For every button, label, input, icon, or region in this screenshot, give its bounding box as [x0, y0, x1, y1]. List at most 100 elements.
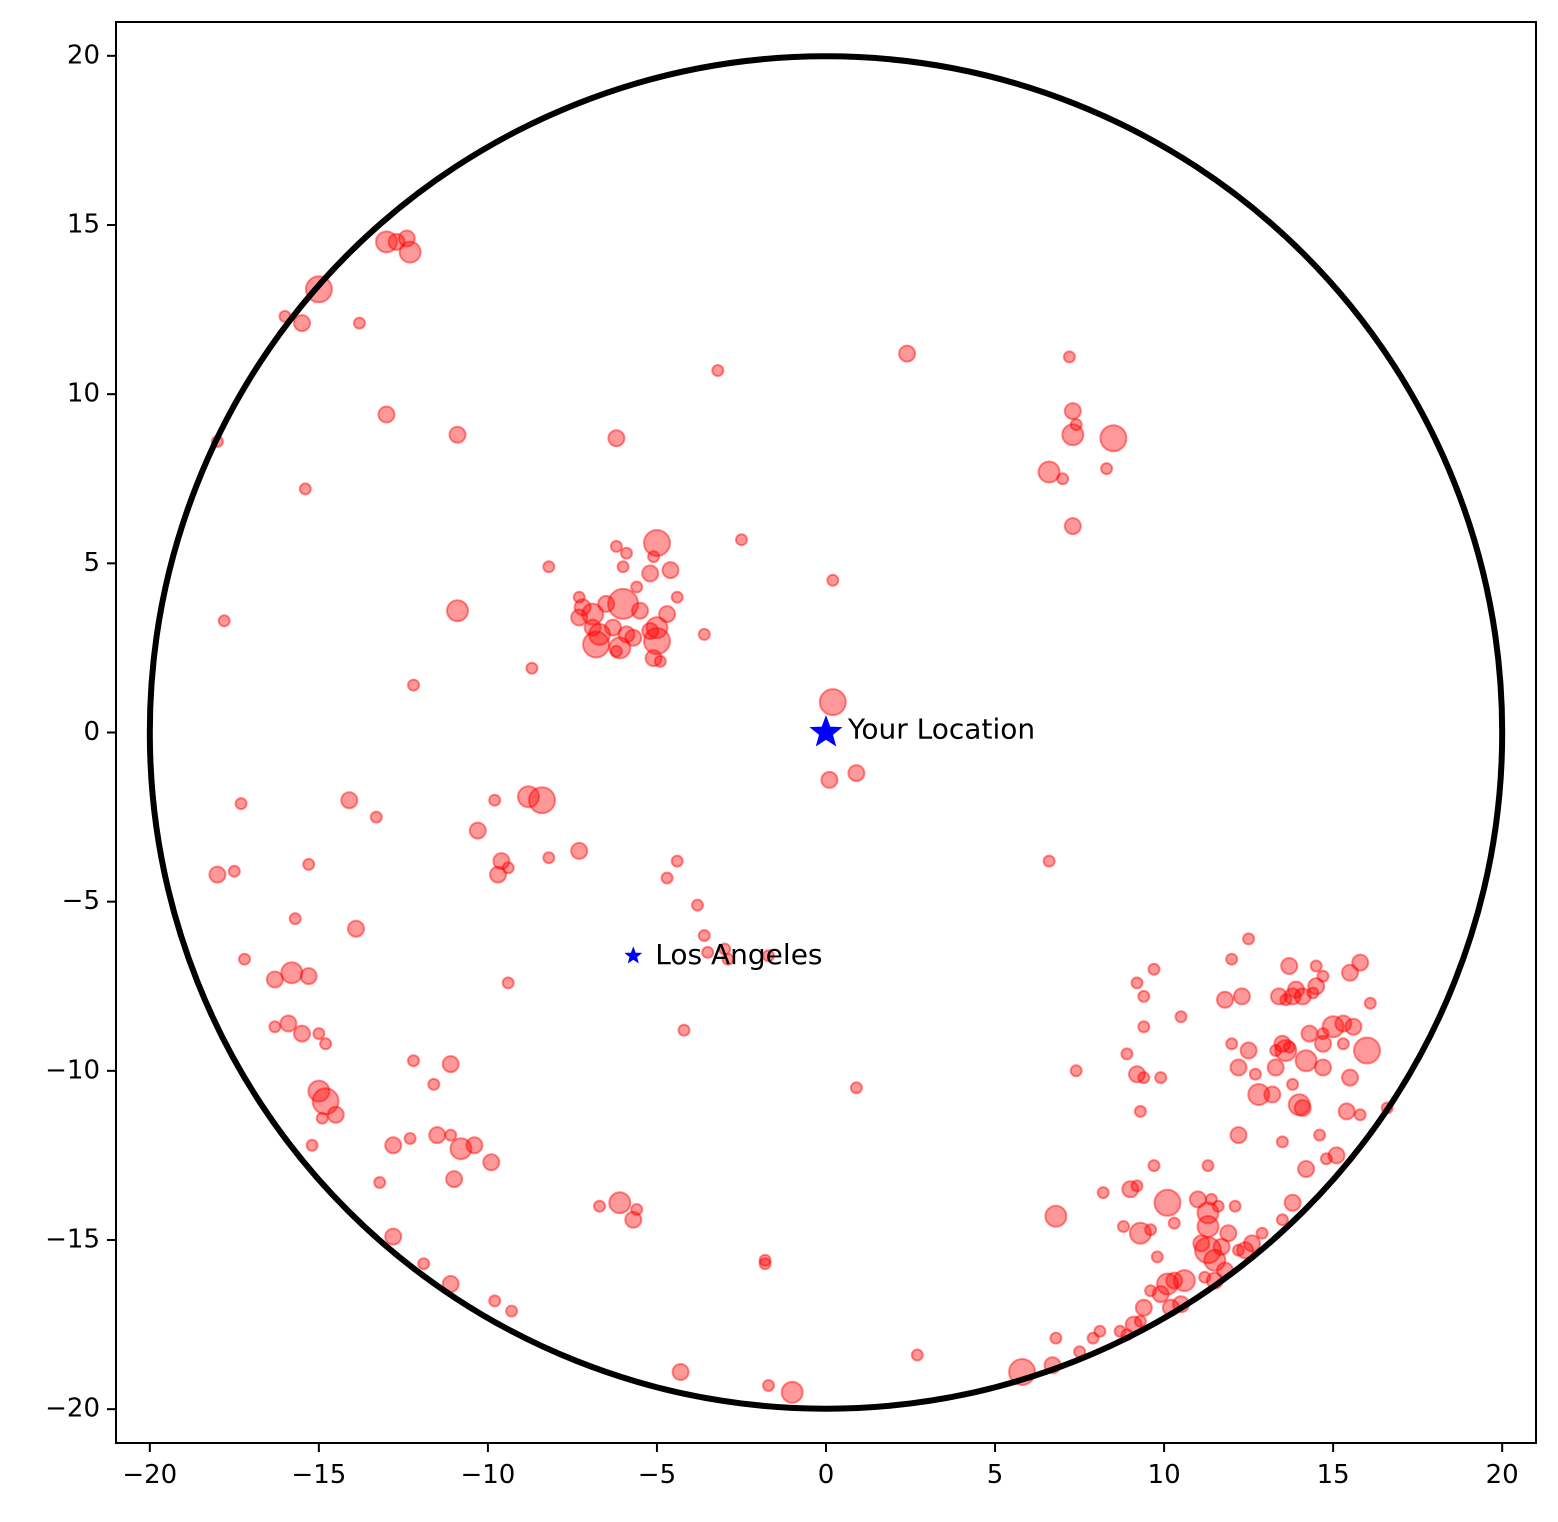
data-point	[826, 573, 840, 587]
y-tick-label: 0	[83, 717, 100, 747]
data-point	[1316, 1027, 1330, 1041]
data-point	[658, 605, 677, 624]
data-point	[1229, 1058, 1248, 1077]
data-point	[588, 622, 611, 646]
radius-circle	[146, 53, 1506, 1412]
data-point	[489, 865, 507, 884]
data-point	[1061, 423, 1085, 447]
data-point	[644, 649, 663, 668]
data-point	[1294, 1049, 1318, 1073]
data-point	[302, 857, 316, 871]
data-point	[375, 230, 398, 254]
data-point	[449, 1137, 473, 1161]
data-point	[735, 533, 748, 547]
data-point	[1344, 1017, 1363, 1036]
data-point	[384, 1227, 403, 1246]
data-point	[608, 1191, 632, 1215]
data-point	[1266, 1058, 1285, 1077]
data-point	[352, 316, 366, 330]
data-point	[1287, 1093, 1311, 1117]
data-point	[1336, 1037, 1350, 1051]
data-point	[780, 1380, 804, 1404]
data-point	[624, 1210, 643, 1229]
y-tick-label: −5	[62, 886, 100, 916]
data-point	[624, 628, 643, 647]
data-point	[208, 865, 227, 884]
data-point	[1279, 993, 1293, 1007]
data-point	[234, 797, 248, 811]
data-point	[1309, 959, 1323, 973]
data-point	[1212, 1237, 1231, 1256]
data-point	[319, 1037, 333, 1051]
data-point	[670, 590, 684, 604]
data-point	[608, 636, 632, 660]
data-point	[583, 618, 602, 637]
data-point	[279, 1014, 298, 1033]
data-point	[849, 1081, 863, 1095]
data-point	[1042, 854, 1056, 868]
data-point	[315, 1111, 329, 1125]
data-point	[542, 560, 556, 574]
data-point	[1313, 1128, 1327, 1142]
radius-circle-layer	[146, 53, 1506, 1412]
data-point	[398, 240, 422, 264]
data-point	[1153, 1188, 1182, 1217]
data-point	[227, 864, 241, 878]
data-point	[1351, 953, 1370, 972]
data-point	[268, 1020, 282, 1034]
data-point	[1144, 1284, 1158, 1298]
data-point	[1219, 1224, 1238, 1243]
x-tick-label: −20	[122, 1460, 177, 1490]
y-tick-label: 5	[83, 548, 100, 578]
data-point	[407, 678, 420, 692]
data-point	[1225, 1037, 1239, 1051]
data-point	[1255, 1226, 1269, 1240]
data-point	[1128, 1065, 1146, 1084]
data-point	[441, 1055, 460, 1074]
data-point	[1211, 1199, 1225, 1213]
data-point	[1069, 418, 1083, 432]
data-point	[407, 1054, 420, 1068]
data-point	[660, 871, 674, 885]
x-tick-label: 10	[1148, 1460, 1181, 1490]
data-point	[1341, 1068, 1359, 1087]
data-point	[517, 785, 540, 809]
data-point	[369, 810, 383, 824]
data-point	[1334, 1014, 1353, 1033]
data-point	[1270, 987, 1288, 1006]
data-point	[1275, 1213, 1289, 1227]
data-point	[643, 627, 671, 656]
data-point	[630, 1203, 644, 1216]
data-point	[1196, 1201, 1220, 1225]
y-tick-label: 20	[67, 40, 100, 70]
data-point	[311, 1087, 340, 1116]
data-point	[1236, 1241, 1255, 1260]
data-point	[1239, 1041, 1258, 1060]
data-point	[818, 688, 847, 717]
axes: −20 −15 −10 −5 0 5 10 15 20 −20 −15 −10 −5 0 5 10 15 20	[45, 21, 1537, 1490]
data-point	[1165, 1271, 1184, 1290]
your-location-star-marker	[809, 715, 843, 747]
data-point	[1353, 1036, 1381, 1065]
data-point	[910, 1348, 924, 1362]
data-point	[1232, 987, 1251, 1006]
data-point	[609, 644, 623, 658]
data-point	[280, 961, 304, 985]
data-point	[1228, 1199, 1242, 1213]
data-point	[384, 1136, 403, 1155]
data-point	[448, 425, 467, 444]
data-point	[1147, 962, 1161, 976]
data-point	[570, 608, 589, 627]
data-point	[1319, 1152, 1333, 1166]
data-point	[217, 614, 231, 628]
data-point	[288, 912, 302, 926]
data-point	[721, 952, 735, 966]
y-tick-label: −15	[45, 1225, 100, 1255]
data-point	[616, 560, 630, 574]
data-point	[1144, 1223, 1158, 1237]
data-point	[617, 625, 636, 644]
data-point	[653, 654, 667, 668]
data-point	[1188, 1190, 1207, 1209]
data-point	[1037, 460, 1061, 484]
